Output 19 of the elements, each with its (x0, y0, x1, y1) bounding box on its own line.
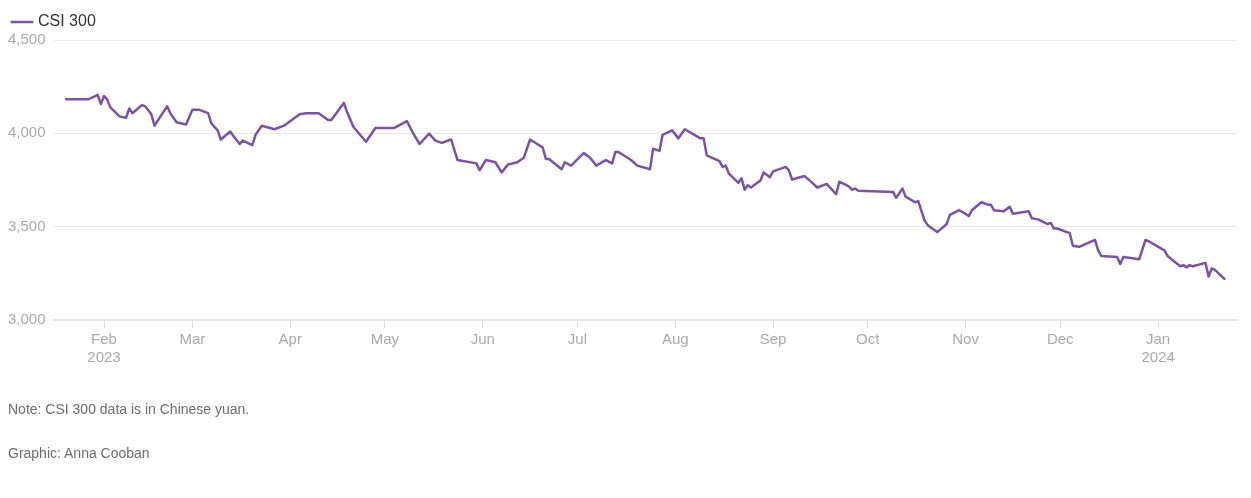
x-tick-label: Nov (952, 330, 980, 348)
x-tick-label: Feb 2023 (87, 330, 121, 366)
text: Graphic: Anna Cooban (8, 444, 151, 463)
x-tick-label: Dec (1046, 330, 1075, 348)
legend-label: CSI 300 (38, 12, 96, 30)
x-tick-label: Aug (661, 330, 689, 348)
x-tick-label: Oct (856, 330, 881, 348)
text: Note: CSI 300 data is in Chinese yuan. (8, 400, 250, 419)
x-tick-label: Jul (567, 330, 588, 348)
x-tick-label: May (370, 330, 400, 348)
y-tick-label: 3,000 (7, 310, 46, 328)
x-tick-label: Jan 2024 (1141, 330, 1175, 366)
y-tick-label: 4,000 (7, 123, 46, 141)
x-tick-label: Sep (759, 330, 787, 348)
x-tick-label: Jun (470, 330, 495, 348)
y-tick-label: 3,500 (7, 216, 46, 234)
x-tick-label: Apr (278, 330, 302, 348)
x-tick-label: Mar (179, 330, 206, 348)
y-tick-label: 4,500 (7, 30, 46, 48)
